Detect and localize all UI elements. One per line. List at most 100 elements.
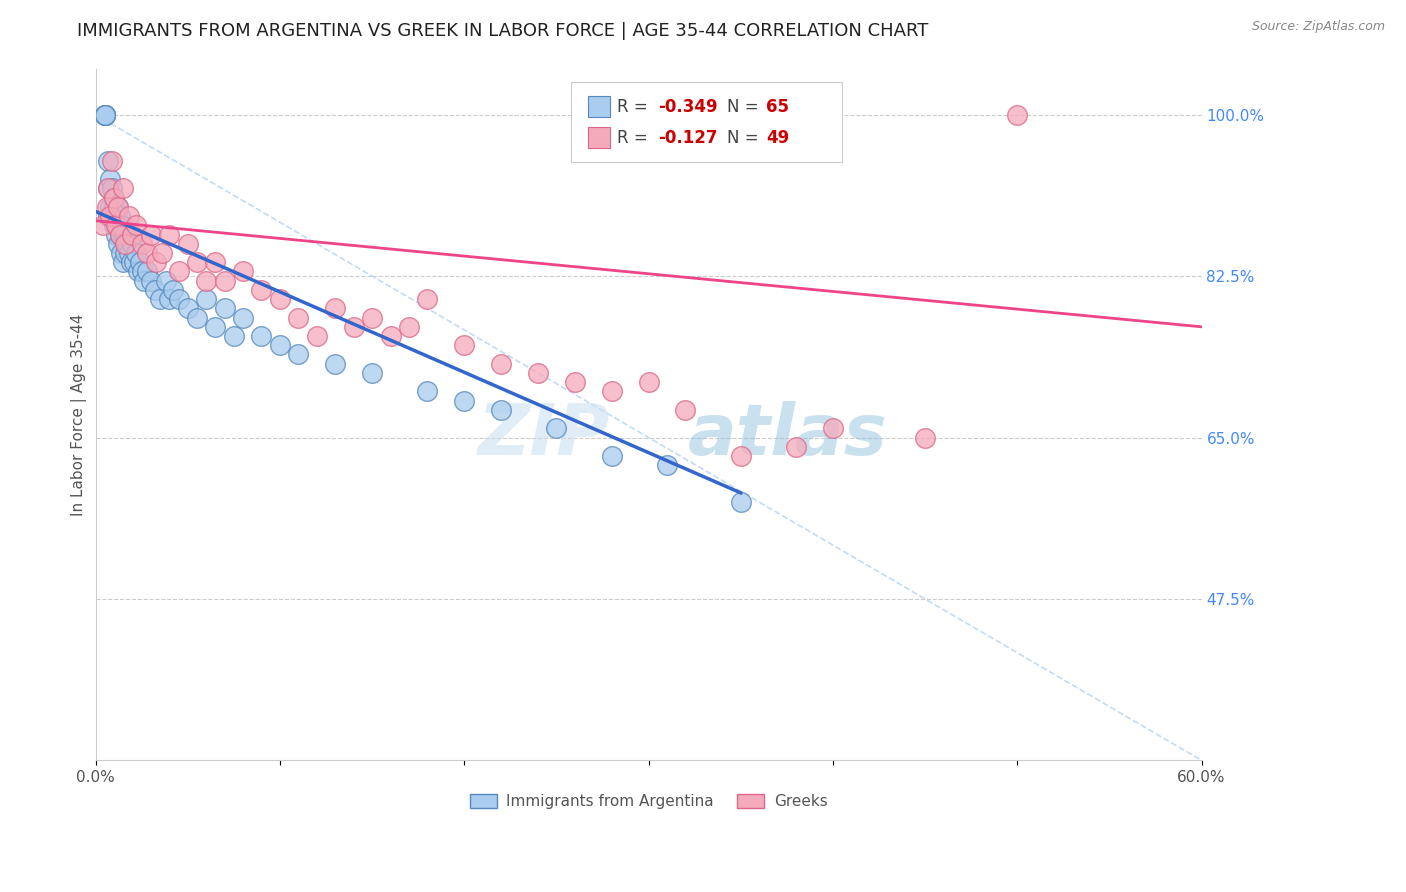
Point	[914, 430, 936, 444]
Point	[118, 246, 141, 260]
Point	[269, 338, 291, 352]
Point	[121, 236, 143, 251]
Point	[453, 393, 475, 408]
Point	[108, 227, 131, 242]
Point	[157, 292, 180, 306]
Point	[145, 255, 167, 269]
Point	[98, 209, 121, 223]
Point	[453, 338, 475, 352]
Point	[195, 274, 218, 288]
Point	[162, 283, 184, 297]
Point	[94, 108, 117, 122]
Text: 65: 65	[766, 97, 789, 116]
Point	[155, 274, 177, 288]
Point	[94, 108, 117, 122]
Point	[214, 301, 236, 316]
Point	[195, 292, 218, 306]
Point	[204, 255, 226, 269]
Point	[104, 227, 127, 242]
Point	[416, 384, 439, 399]
Point	[121, 227, 143, 242]
Point	[112, 255, 135, 269]
Text: atlas: atlas	[688, 401, 887, 470]
Point	[125, 246, 148, 260]
Point	[103, 200, 125, 214]
Point	[108, 209, 131, 223]
Point	[107, 236, 129, 251]
Point	[600, 449, 623, 463]
Point	[250, 329, 273, 343]
Point	[97, 181, 120, 195]
Point	[186, 255, 208, 269]
Text: ZIP: ZIP	[478, 401, 610, 470]
Point	[214, 274, 236, 288]
Point	[305, 329, 328, 343]
Point	[124, 255, 146, 269]
Point	[361, 366, 384, 380]
Point	[361, 310, 384, 325]
Point	[655, 458, 678, 473]
Point	[139, 274, 162, 288]
Point	[107, 200, 129, 214]
Point	[637, 375, 659, 389]
Point	[91, 219, 114, 233]
Point	[125, 219, 148, 233]
Point	[131, 264, 153, 278]
Point	[103, 219, 125, 233]
Point	[139, 227, 162, 242]
Point	[222, 329, 245, 343]
Point	[98, 172, 121, 186]
Text: IMMIGRANTS FROM ARGENTINA VS GREEK IN LABOR FORCE | AGE 35-44 CORRELATION CHART: IMMIGRANTS FROM ARGENTINA VS GREEK IN LA…	[77, 22, 929, 40]
Point	[114, 246, 136, 260]
Point	[103, 191, 125, 205]
Point	[97, 209, 120, 223]
Point	[127, 264, 149, 278]
Point	[103, 191, 125, 205]
Text: R =: R =	[616, 128, 652, 146]
Point	[97, 153, 120, 168]
Text: -0.349: -0.349	[658, 97, 718, 116]
Point	[785, 440, 807, 454]
Text: Source: ZipAtlas.com: Source: ZipAtlas.com	[1251, 20, 1385, 33]
Text: -0.127: -0.127	[658, 128, 718, 146]
Point	[97, 181, 120, 195]
Point	[101, 181, 124, 195]
Point	[186, 310, 208, 325]
Point	[380, 329, 402, 343]
Point	[323, 301, 346, 316]
Point	[108, 227, 131, 242]
FancyBboxPatch shape	[588, 128, 610, 148]
Point	[250, 283, 273, 297]
Point	[112, 181, 135, 195]
Legend: Immigrants from Argentina, Greeks: Immigrants from Argentina, Greeks	[464, 788, 834, 815]
Point	[118, 209, 141, 223]
Point	[177, 236, 200, 251]
Point	[101, 153, 124, 168]
Point	[323, 357, 346, 371]
Text: N =: N =	[727, 97, 763, 116]
Point	[104, 219, 127, 233]
Point	[143, 283, 166, 297]
Y-axis label: In Labor Force | Age 35-44: In Labor Force | Age 35-44	[72, 313, 87, 516]
Text: 49: 49	[766, 128, 789, 146]
Point	[149, 292, 172, 306]
FancyBboxPatch shape	[588, 96, 610, 117]
Point	[489, 357, 512, 371]
Point	[232, 310, 254, 325]
Point	[204, 319, 226, 334]
Point	[101, 209, 124, 223]
Point	[94, 108, 117, 122]
Point	[132, 274, 155, 288]
Point	[821, 421, 844, 435]
Text: R =: R =	[616, 97, 652, 116]
Point	[398, 319, 420, 334]
Point	[287, 310, 309, 325]
Point	[730, 495, 752, 509]
Point	[96, 200, 118, 214]
Point	[730, 449, 752, 463]
Point	[107, 219, 129, 233]
Point	[343, 319, 366, 334]
Point	[150, 246, 173, 260]
Point	[269, 292, 291, 306]
Point	[94, 108, 117, 122]
